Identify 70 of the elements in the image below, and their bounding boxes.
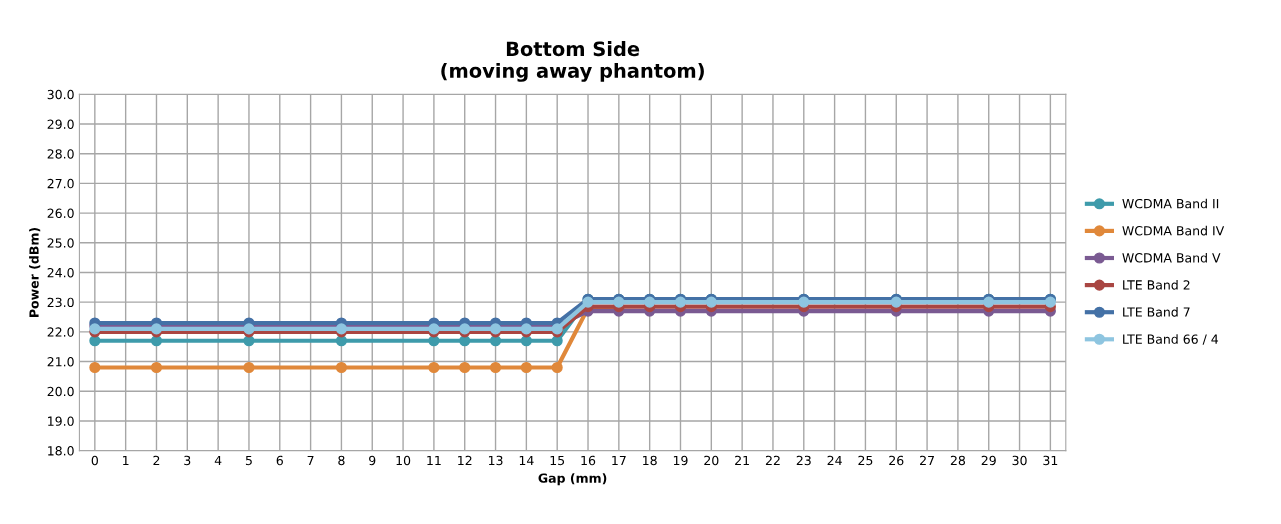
x-tick-label: 14: [519, 455, 534, 465]
x-tick-label: 5: [245, 455, 252, 466]
legend-label: LTE Band 7: [1123, 307, 1190, 317]
point: [489, 361, 502, 374]
legend-label: WCDMA Band II: [1122, 198, 1219, 209]
x-tick-label: 23: [796, 455, 811, 466]
x-tick-label: 3: [184, 455, 191, 466]
point: [551, 335, 563, 347]
x-tick-label: 1: [123, 455, 129, 465]
point: [150, 335, 163, 347]
x-tick-label: 17: [612, 455, 626, 465]
x-tick-label: 29: [981, 455, 996, 466]
x-tick-label: 0: [91, 455, 98, 466]
x-tick-label: 24: [827, 455, 842, 465]
point: [489, 335, 502, 347]
x-tick-label: 10: [396, 455, 411, 466]
legend-label: WCDMA Band IV: [1122, 225, 1225, 236]
y-tick-label: 28.0: [47, 149, 74, 159]
x-tick-label: 18: [643, 455, 657, 466]
x-tick-label: 12: [458, 455, 472, 465]
point: [150, 361, 163, 374]
point: [243, 361, 255, 374]
y-tick-label: 29.0: [47, 119, 74, 129]
y-tick-label: 18.0: [48, 446, 74, 456]
y-tick-label: 23.0: [47, 297, 74, 308]
x-tick-label: 6: [276, 455, 283, 466]
y-tick-label: 21.0: [47, 357, 74, 367]
chart-title: Bottom Side (moving away phantom): [441, 41, 704, 82]
x-tick-label: 16: [581, 455, 596, 466]
x-tick-label: 8: [338, 455, 345, 466]
y-tick-label: 25.0: [47, 238, 74, 248]
y-tick-label: 20.0: [47, 386, 74, 397]
point: [89, 335, 101, 347]
x-tick-label: 7: [307, 455, 314, 465]
point: [459, 335, 471, 347]
x-tick-label: 9: [369, 455, 376, 466]
y-tick-label: 27.0: [47, 178, 74, 189]
point: [335, 335, 347, 347]
x-tick-label: 20: [704, 455, 719, 466]
x-tick-label: 19: [673, 455, 688, 466]
point: [459, 361, 471, 374]
point: [520, 335, 532, 347]
x-tick-label: 27: [920, 455, 934, 465]
point: [428, 361, 440, 374]
x-tick-label: 30: [1012, 455, 1027, 466]
x-tick-label: 2: [153, 455, 160, 465]
point: [89, 361, 101, 374]
x-tick-label: 26: [889, 455, 904, 466]
legend-label: LTE Band 2: [1123, 279, 1190, 290]
x-tick-label: 28: [950, 455, 966, 466]
y-tick-label: 30.0: [47, 89, 74, 100]
x-tick-label: 21: [735, 455, 749, 465]
y-axis-title: Power (dBm): [29, 227, 41, 317]
y-tick-label: 22.0: [47, 327, 74, 337]
x-tick-label: 31: [1043, 455, 1058, 466]
legend-label: WCDMA Band V: [1122, 252, 1221, 263]
y-tick-label: 24.0: [47, 267, 74, 278]
legend-label: LTE Band 66 / 4: [1123, 334, 1219, 345]
x-tick-label: 25: [858, 455, 873, 466]
x-tick-label: 4: [214, 455, 222, 465]
point: [335, 361, 347, 374]
y-tick-label: 26.0: [47, 208, 74, 219]
x-tick-label: 11: [427, 455, 441, 465]
x-tick-label: 15: [550, 455, 565, 466]
point: [520, 361, 532, 374]
y-tick-label: 19.0: [48, 416, 74, 426]
x-tick-label: 22: [765, 455, 780, 465]
x-axis-title: Gap (mm): [538, 473, 607, 486]
point: [551, 361, 563, 374]
x-tick-label: 13: [488, 455, 503, 466]
